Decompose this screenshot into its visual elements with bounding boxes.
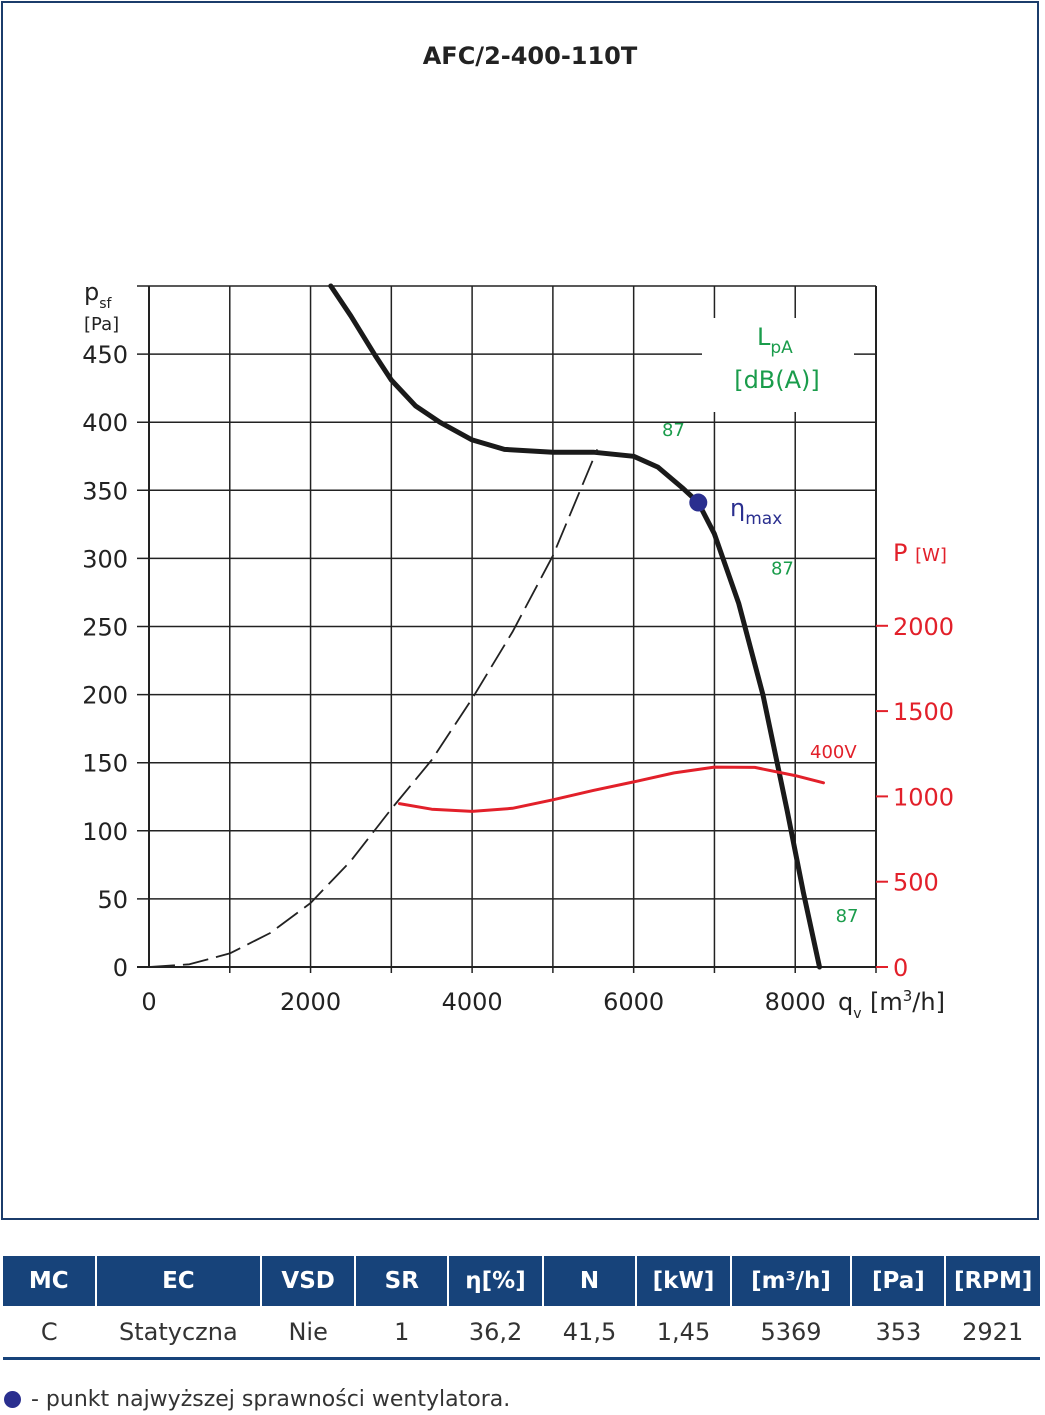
- y-tick-label-right: 1000: [893, 783, 954, 811]
- y-tick-label-left: 200: [82, 682, 128, 710]
- y-tick-label-right: 0: [893, 954, 908, 982]
- eta-max-label: ηmax: [730, 494, 782, 529]
- x-tick-label: 6000: [603, 988, 664, 1016]
- y-tick-label-left: 50: [97, 886, 128, 914]
- table-cell: 353: [851, 1306, 946, 1360]
- y-axis-label-right: P [W]: [893, 539, 947, 567]
- table-header: SR: [354, 1256, 449, 1306]
- table-header: N: [541, 1256, 637, 1306]
- table-cell: 36,2: [448, 1306, 543, 1360]
- table-cell: 2921: [945, 1306, 1040, 1360]
- y-tick-label-left: 0: [113, 954, 128, 982]
- table-row: C Statyczna Nie 1 36,2 41,5 1,45 5369 35…: [3, 1306, 1040, 1360]
- table-header: [kW]: [635, 1256, 731, 1306]
- x-tick-label: 8000: [765, 988, 826, 1016]
- table-header: EC: [94, 1256, 262, 1306]
- table-header: VSD: [260, 1256, 356, 1306]
- eta-max-dot-icon: [4, 1391, 21, 1408]
- series-line-power: [397, 765, 825, 813]
- x-axis-label: qv: [838, 988, 862, 1022]
- y-tick-label-right: 1500: [893, 698, 954, 726]
- noise-box: [702, 318, 854, 412]
- table-header: [Pa]: [850, 1256, 946, 1306]
- y-tick-label-left: 450: [82, 341, 128, 369]
- x-tick-label: 4000: [442, 988, 503, 1016]
- chart-title: AFC/2-400-110T: [423, 42, 638, 70]
- table-header: [m³/h]: [729, 1256, 852, 1306]
- x-tick-label: 2000: [280, 988, 341, 1016]
- table-cell: Statyczna: [95, 1306, 262, 1360]
- table-header: MC: [3, 1256, 96, 1306]
- y-tick-label-left: 150: [82, 750, 128, 778]
- table-header: [RPM]: [944, 1256, 1040, 1306]
- noise-level-label: 87: [836, 906, 859, 927]
- table-cell: 41,5: [542, 1306, 637, 1360]
- chart-frame: [1, 1, 1039, 1220]
- y-tick-label-left: 400: [82, 409, 128, 437]
- y-axis-unit-left: [Pa]: [84, 314, 119, 335]
- table-cell: 1: [355, 1306, 449, 1360]
- fan-performance-chart: AFC/2-400-110T 0 50 100 150 200 250 300 350 400 4…: [82, 42, 954, 1022]
- table-header: η[%]: [447, 1256, 543, 1306]
- legend-text: - punkt najwyższej sprawności wentylator…: [31, 1387, 511, 1412]
- table-cell: 1,45: [636, 1306, 731, 1360]
- y-tick-label-left: 100: [82, 818, 128, 846]
- legend: - punkt najwyższej sprawności wentylator…: [4, 1387, 510, 1412]
- x-axis-unit: [m3/h]: [870, 987, 945, 1016]
- y-tick-label-right: 2000: [893, 613, 954, 641]
- noise-level-label: 87: [771, 559, 794, 580]
- chart-axes: 0 50 100 150 200 250 300 350 400 450 0 2000 4000 6000…: [82, 278, 954, 1022]
- y-tick-label-left: 250: [82, 614, 128, 642]
- noise-title: LpA: [757, 323, 793, 358]
- chart-series: [148, 283, 825, 970]
- noise-level-label: 87: [662, 420, 685, 441]
- y-tick-label-left: 350: [82, 477, 128, 505]
- x-tick-label: 0: [141, 988, 156, 1016]
- chart-labels: 400V ηmax LpA [dB(A)] 87 87 87: [662, 323, 859, 927]
- table-cell: C: [3, 1306, 96, 1360]
- table-cell: Nie: [261, 1306, 356, 1360]
- series-line-system: [148, 449, 599, 968]
- series-label-400v: 400V: [810, 742, 857, 763]
- y-tick-label-right: 500: [893, 869, 939, 897]
- y-axis-label-left: psf: [84, 278, 113, 312]
- parameters-table: MC EC VSD SR η[%] N [kW] [m³/h] [Pa] [RP…: [3, 1256, 1040, 1360]
- series-line-pressure: [328, 283, 822, 970]
- eta-max-point: [689, 493, 708, 512]
- noise-unit: [dB(A)]: [734, 366, 820, 394]
- table-cell: 5369: [730, 1306, 852, 1360]
- y-tick-label-left: 300: [82, 545, 128, 573]
- table-header-row: MC EC VSD SR η[%] N [kW] [m³/h] [Pa] [RP…: [3, 1256, 1040, 1306]
